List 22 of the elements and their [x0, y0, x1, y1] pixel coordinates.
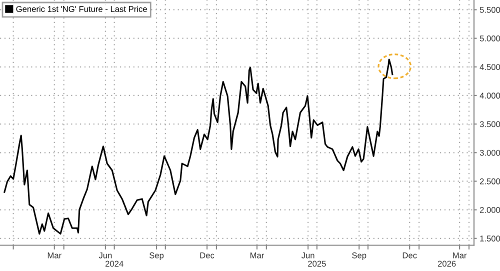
x-tick-label: Sep	[352, 252, 366, 260]
y-tick-label: 2.000	[480, 207, 500, 213]
y-tick-label: 2.500	[480, 178, 500, 184]
x2-tick-label: 2025	[308, 260, 326, 267]
x-tick-label: Dec	[200, 252, 214, 258]
x-tick-label: Sep	[149, 252, 164, 260]
y-tick-label: 3.000	[480, 150, 500, 156]
x-tick-label: Mar	[453, 252, 467, 258]
x2-tick-label: 2024	[105, 260, 124, 267]
x2-tick-label: 2026	[438, 260, 456, 267]
x-tick-label: Jun	[98, 252, 112, 258]
x-tick-label: Dec	[402, 252, 417, 258]
y-tick-label: 4.000	[480, 92, 500, 99]
legend-label: Generic 1st 'NG' Future - Last Price	[16, 6, 147, 12]
y-tick-label: 5.000	[480, 36, 500, 42]
y-tick-label: 4.500	[480, 64, 500, 70]
x-tick-label: Mar	[48, 252, 62, 258]
x-tick-label: Jun	[301, 252, 314, 258]
y-tick-label: 5.500	[480, 6, 500, 13]
y-tick-label: 3.500	[480, 121, 500, 128]
y-tick-label: 1.500	[480, 236, 500, 242]
x-tick-label: Mar	[250, 252, 264, 258]
